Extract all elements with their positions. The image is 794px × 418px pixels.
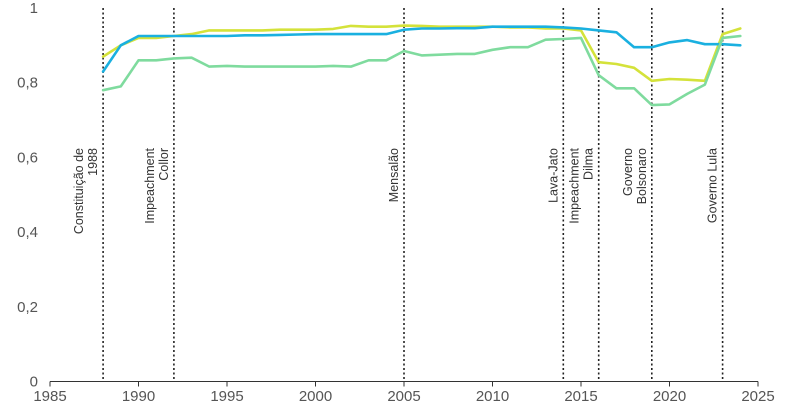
event-label-line: Constituição de	[72, 148, 86, 234]
event-label-line: Collor	[157, 148, 171, 181]
event-label: Governo Lula	[706, 148, 720, 223]
y-tick-label: 0,4	[17, 224, 38, 241]
series-line-2	[101, 25, 742, 73]
x-tick-label: 2010	[476, 388, 509, 405]
y-tick-label: 0,8	[17, 75, 38, 92]
x-tick-label: 2005	[387, 388, 420, 405]
event-label: Lava-Jato	[546, 148, 560, 203]
event-markers: Constituição de1988 ImpeachmentCollor Mens…	[72, 8, 724, 382]
event-label: Constituição de1988	[72, 148, 100, 234]
x-tick-label: 2015	[564, 388, 597, 405]
y-tick-label: 0,2	[17, 299, 38, 316]
event-label-line: Impeachment	[143, 147, 157, 223]
y-tick-label: 0	[30, 374, 38, 391]
x-axis: 1985 1990 1995 2000 2005 2010 2015 2020 2025	[33, 381, 775, 405]
x-tick-label: 1995	[210, 388, 243, 405]
x-tick-label: 2025	[741, 388, 774, 405]
x-tick-label: 1985	[33, 388, 66, 405]
series-line-1	[101, 24, 742, 83]
x-tick-group: 1985 1990 1995 2000 2005 2010 2015 2020 2025	[33, 381, 775, 405]
event-label-line: Impeachment	[568, 147, 582, 223]
x-tick-label: 1990	[122, 388, 155, 405]
event-label-line: Governo Lula	[706, 148, 720, 223]
x-tick-label: 2000	[299, 388, 332, 405]
event-label-line: Bolsonaro	[635, 148, 649, 204]
event-label: Mensalão	[387, 148, 401, 202]
series-group	[101, 24, 742, 107]
y-tick-label: 0,6	[17, 149, 38, 166]
series-line-3	[101, 34, 742, 107]
event-label-line: Dilma	[582, 148, 596, 180]
event-label-line: 1988	[86, 148, 100, 176]
event-label: ImpeachmentCollor	[143, 147, 171, 223]
x-tick-label: 2020	[653, 388, 686, 405]
event-label: ImpeachmentDilma	[568, 147, 596, 223]
y-tick-label: 1	[30, 0, 38, 17]
y-tick-group: 0 0,2 0,4 0,6 0,8 1	[17, 0, 38, 391]
event-label-line: Mensalão	[387, 148, 401, 202]
event-label: GovernoBolsonaro	[621, 148, 649, 204]
event-label-line: Governo	[621, 148, 635, 196]
event-label-line: Lava-Jato	[546, 148, 560, 203]
